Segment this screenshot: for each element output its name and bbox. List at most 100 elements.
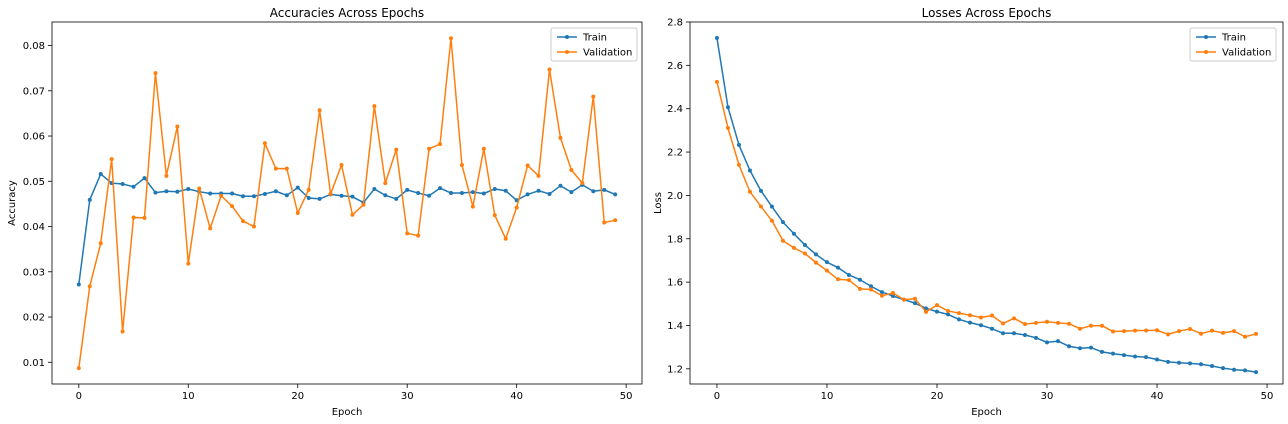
data-point xyxy=(769,218,774,223)
data-point xyxy=(1243,334,1248,339)
data-point xyxy=(350,212,355,217)
data-point xyxy=(1155,357,1160,362)
data-point xyxy=(492,213,497,218)
series-validation xyxy=(76,36,618,371)
data-point xyxy=(317,108,322,113)
x-tick-label: 20 xyxy=(931,391,944,402)
legend: Train Validation xyxy=(1189,27,1277,62)
data-point xyxy=(262,141,267,146)
data-point xyxy=(1045,340,1050,345)
data-point xyxy=(1144,355,1149,360)
data-point xyxy=(1188,361,1193,366)
data-point xyxy=(481,146,486,151)
data-point xyxy=(791,245,796,250)
data-point xyxy=(613,218,618,223)
data-point xyxy=(1210,364,1215,369)
data-point xyxy=(1001,331,1006,336)
data-point xyxy=(131,215,136,220)
y-tick-label: 0.02 xyxy=(23,313,45,324)
data-point xyxy=(1023,322,1028,327)
y-tick-label: 1.2 xyxy=(667,364,683,375)
data-point xyxy=(802,243,807,248)
data-point xyxy=(459,162,464,167)
data-point xyxy=(142,176,147,181)
data-point xyxy=(747,189,752,194)
data-point xyxy=(1111,329,1116,334)
x-tick-label: 0 xyxy=(76,391,82,402)
data-point xyxy=(1034,320,1039,325)
data-point xyxy=(98,241,103,246)
data-point xyxy=(295,185,300,190)
data-point xyxy=(109,157,114,162)
data-point xyxy=(295,210,300,215)
data-point xyxy=(835,265,840,270)
data-point xyxy=(890,290,895,295)
data-point xyxy=(339,193,344,198)
y-tick-label: 0.04 xyxy=(23,222,45,233)
y-tick-label: 1.4 xyxy=(667,321,683,332)
data-point xyxy=(251,224,256,229)
data-point xyxy=(736,162,741,167)
data-point xyxy=(175,189,180,194)
data-point xyxy=(536,173,541,178)
legend-marker xyxy=(565,35,569,39)
data-point xyxy=(142,215,147,220)
data-point xyxy=(990,326,995,331)
data-point xyxy=(1166,332,1171,337)
y-tick-label: 1.6 xyxy=(667,278,683,289)
data-point xyxy=(1232,367,1237,372)
data-point xyxy=(813,252,818,257)
data-point xyxy=(262,191,267,196)
legend-label-validation: Validation xyxy=(583,48,632,59)
data-point xyxy=(1122,353,1127,358)
data-point xyxy=(591,94,596,99)
y-axis-label: Accuracy xyxy=(7,180,18,226)
data-point xyxy=(956,317,961,322)
data-point xyxy=(846,272,851,277)
data-point xyxy=(1100,323,1105,328)
data-point xyxy=(547,67,552,72)
y-tick-label: 0.05 xyxy=(23,177,45,188)
data-point xyxy=(857,286,862,291)
data-point xyxy=(470,204,475,209)
x-tick-label: 40 xyxy=(510,391,523,402)
data-point xyxy=(230,191,235,196)
data-point xyxy=(470,190,475,195)
data-point xyxy=(394,196,399,201)
data-point xyxy=(1012,316,1017,321)
data-point xyxy=(481,191,486,196)
legend: Train Validation xyxy=(550,27,638,62)
data-point xyxy=(164,189,169,194)
data-point xyxy=(438,186,443,191)
data-point xyxy=(164,173,169,178)
data-point xyxy=(912,301,917,306)
data-point xyxy=(978,315,983,320)
data-point xyxy=(1210,328,1215,333)
y-tick-label: 0.01 xyxy=(23,358,45,369)
data-point xyxy=(492,186,497,191)
data-point xyxy=(569,190,574,195)
series-validation xyxy=(714,79,1259,339)
data-point xyxy=(383,181,388,186)
legend-marker xyxy=(565,50,569,54)
data-point xyxy=(1111,351,1116,356)
data-point xyxy=(791,231,796,236)
data-point xyxy=(514,205,519,210)
data-point xyxy=(747,168,752,173)
data-point xyxy=(328,191,333,196)
x-tick-label: 40 xyxy=(1151,391,1164,402)
y-tick-label: 2.6 xyxy=(667,61,683,72)
data-point xyxy=(1221,366,1226,371)
data-point xyxy=(725,105,730,110)
data-point xyxy=(1078,326,1083,331)
y-tick-label: 2.2 xyxy=(667,148,683,159)
data-point xyxy=(890,293,895,298)
data-point xyxy=(230,204,235,209)
data-point xyxy=(448,36,453,41)
data-point xyxy=(813,260,818,265)
data-point xyxy=(1177,360,1182,365)
data-point xyxy=(76,366,81,371)
data-point xyxy=(339,162,344,167)
legend-label-train: Train xyxy=(1221,33,1246,44)
data-point xyxy=(372,104,377,109)
